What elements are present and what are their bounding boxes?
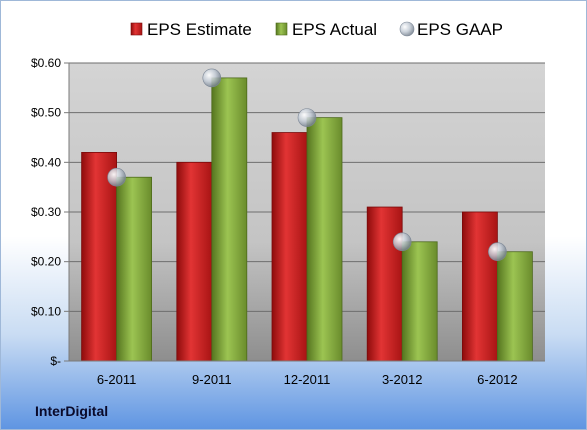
x-tick-label: 6-2012 <box>477 372 517 387</box>
y-tick-label: $0.60 <box>31 56 61 70</box>
y-tick-label: $- <box>50 354 61 368</box>
x-tick-label: 12-2011 <box>284 372 331 387</box>
eps-gaap-point <box>488 242 507 262</box>
x-tick-label: 6-2011 <box>97 372 137 387</box>
eps-estimate-bar <box>81 151 117 362</box>
legend-label: EPS GAAP <box>417 20 503 39</box>
y-tick-label: $0.20 <box>31 255 61 269</box>
y-tick-label: $0.10 <box>31 304 61 318</box>
eps-estimate-bar <box>176 161 213 362</box>
legend-marker <box>399 21 415 37</box>
company-name: InterDigital <box>35 403 109 419</box>
y-tick-label: $0.40 <box>31 155 61 169</box>
y-axis: $- $0.10 $0.20 $0.30 $0.40 $0.50 $0.60 <box>31 56 70 368</box>
legend-swatch <box>275 22 288 36</box>
y-tick-label: $0.50 <box>31 106 61 120</box>
legend: EPS Estimate EPS Actual EPS GAAP <box>130 20 503 39</box>
y-tick-label: $0.30 <box>31 205 61 219</box>
x-axis: 6-2011 9-2011 12-2011 3-2012 6-2012 <box>69 360 545 387</box>
eps-actual-bar <box>211 77 248 362</box>
eps-actual-bar <box>116 176 152 362</box>
eps-estimate-bar <box>461 211 498 362</box>
eps-estimate-bar <box>271 132 308 362</box>
eps-actual-bar <box>401 241 438 362</box>
eps-gaap-point <box>392 232 412 252</box>
legend-label: EPS Estimate <box>147 20 252 39</box>
x-tick-label: 9-2011 <box>192 372 232 387</box>
x-tick-label: 3-2012 <box>382 372 422 387</box>
eps-gaap-point <box>107 167 126 187</box>
eps-actual-bar <box>306 117 343 362</box>
bars <box>81 68 533 362</box>
eps-estimate-bar <box>366 206 403 362</box>
eps-gaap-point <box>202 68 222 88</box>
eps-gaap-point <box>297 108 317 127</box>
legend-swatch <box>130 22 143 36</box>
legend-label: EPS Actual <box>292 20 377 39</box>
eps-actual-bar <box>496 251 533 362</box>
